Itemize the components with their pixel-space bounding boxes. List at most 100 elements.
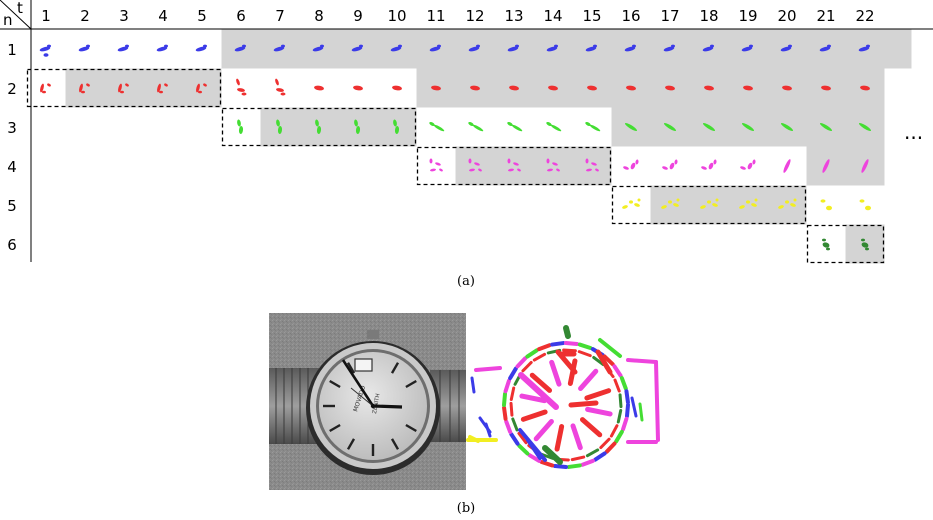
- part-stroke: [577, 342, 593, 350]
- part-stroke: [552, 464, 568, 469]
- part-mark: [507, 46, 519, 52]
- part-mark: [593, 44, 597, 48]
- part-mark: [273, 46, 285, 52]
- part-stroke: [537, 343, 552, 352]
- part-mark: [790, 203, 796, 207]
- part-mark: [624, 123, 638, 131]
- part-mark: [507, 121, 513, 127]
- dial-tick: [405, 379, 417, 389]
- part-stroke: [598, 338, 622, 358]
- hour-hand: [372, 404, 403, 409]
- part-mark: [237, 119, 241, 127]
- part-mark: [476, 44, 480, 48]
- part-stroke: [618, 393, 623, 409]
- part-mark: [826, 247, 830, 251]
- dial-text-2: ZENITH: [372, 393, 381, 414]
- column-label: 1: [41, 7, 51, 25]
- part-mark: [429, 121, 435, 127]
- part-mark: [665, 85, 675, 91]
- part-mark: [865, 205, 871, 211]
- part-mark: [39, 46, 51, 52]
- part-stroke: [521, 360, 533, 373]
- part-mark: [156, 46, 168, 52]
- part-mark: [822, 159, 830, 173]
- column-label: 21: [816, 7, 835, 25]
- row-labels: 1 2 3 4 5 6: [7, 41, 17, 254]
- part-mark: [320, 44, 324, 48]
- part-stroke: [619, 376, 628, 391]
- part-stroke: [592, 356, 605, 366]
- part-mark: [117, 46, 129, 52]
- part-mark: [673, 203, 679, 207]
- part-mark: [86, 83, 90, 87]
- part-mark: [822, 238, 826, 242]
- part-mark: [47, 44, 51, 48]
- row-label: 6: [7, 236, 17, 254]
- part-stroke: [566, 463, 582, 469]
- part-mark: [554, 44, 558, 48]
- part-mark: [547, 168, 553, 172]
- part-mark: [353, 85, 363, 91]
- part-mark: [546, 158, 550, 164]
- dial-tick: [329, 379, 341, 389]
- part-mark: [826, 205, 832, 211]
- part-mark: [472, 124, 484, 132]
- shade-block: [221, 29, 912, 69]
- part-mark: [125, 44, 129, 48]
- row-label: 3: [7, 119, 17, 137]
- column-label: 8: [314, 7, 324, 25]
- shade-block: [260, 107, 417, 147]
- part-mark: [622, 205, 628, 209]
- column-label: 13: [504, 7, 523, 25]
- part-stroke: [621, 416, 629, 432]
- part-mark: [662, 166, 668, 170]
- part-mark: [858, 123, 872, 131]
- part-stroke: [630, 396, 638, 418]
- part-mark: [118, 83, 122, 93]
- part-stroke: [580, 458, 595, 467]
- part-stroke: [519, 393, 547, 404]
- part-stroke: [578, 368, 599, 392]
- part-mark: [663, 46, 675, 52]
- column-label: 22: [855, 7, 874, 25]
- part-mark: [314, 85, 324, 91]
- part-stroke: [527, 453, 542, 463]
- part-mark: [159, 90, 163, 94]
- part-mark: [546, 46, 558, 52]
- part-stroke: [614, 429, 624, 444]
- part-mark: [859, 199, 865, 203]
- part-mark: [785, 200, 789, 204]
- part-mark: [754, 198, 758, 202]
- part-stroke: [625, 403, 630, 419]
- part-mark: [315, 119, 319, 127]
- column-label: 2: [80, 7, 90, 25]
- dashed-box: [416, 146, 612, 186]
- part-stroke: [532, 352, 547, 362]
- part-mark: [783, 159, 791, 173]
- part-mark: [468, 121, 474, 127]
- part-stroke: [502, 405, 508, 421]
- part-stroke: [577, 350, 592, 358]
- part-stroke: [529, 372, 553, 393]
- part-stroke: [509, 386, 516, 402]
- dashed-box: [611, 185, 807, 225]
- part-mark: [316, 126, 322, 134]
- part-mark: [630, 162, 636, 170]
- column-label: 7: [275, 7, 285, 25]
- part-mark: [507, 158, 511, 164]
- part-mark: [437, 44, 441, 48]
- part-stroke: [562, 348, 577, 353]
- part-stroke: [595, 349, 613, 375]
- part-stroke: [563, 325, 571, 339]
- part-stroke: [542, 445, 563, 465]
- part-stroke: [549, 359, 562, 387]
- row-label: 1: [7, 41, 17, 59]
- part-stroke: [502, 391, 507, 407]
- part-mark: [778, 205, 784, 209]
- part-mark: [552, 162, 558, 166]
- part-mark: [237, 88, 245, 92]
- part-mark: [236, 78, 240, 86]
- column-label: 17: [660, 7, 679, 25]
- part-stroke: [599, 437, 611, 450]
